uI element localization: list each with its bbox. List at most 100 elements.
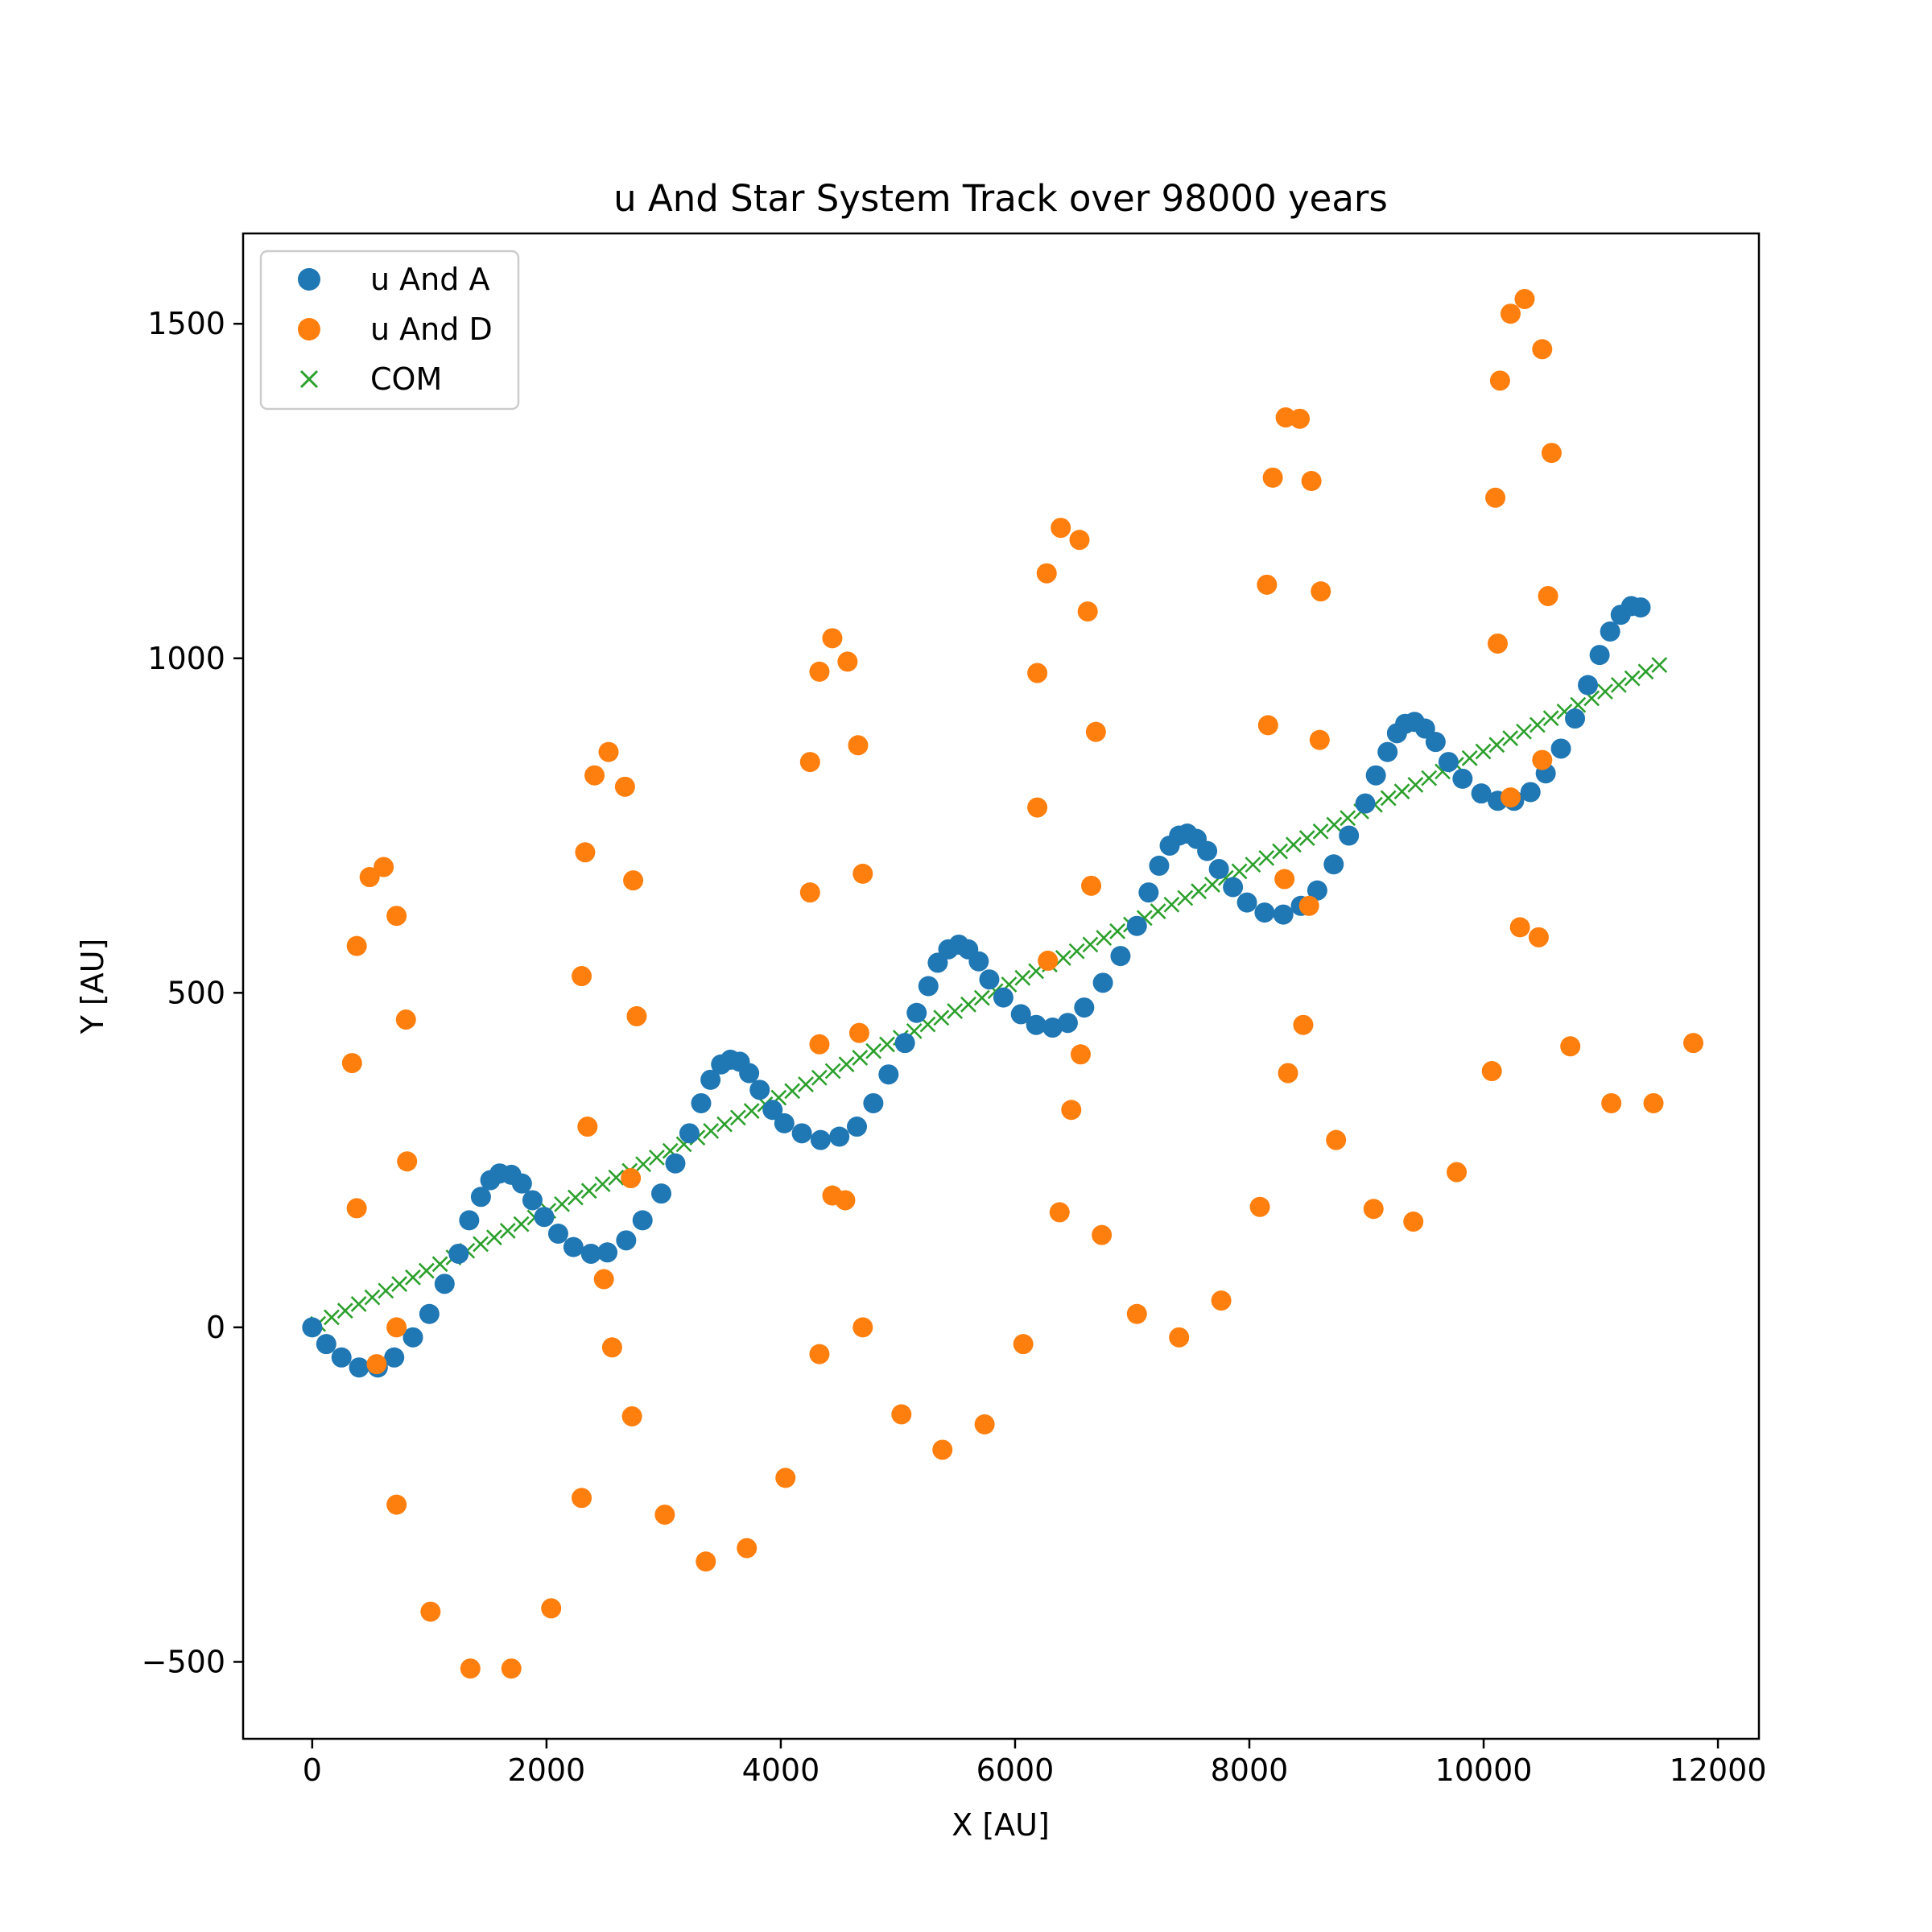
- com-point: [743, 1103, 760, 1120]
- com-point-stroke: [1096, 930, 1113, 947]
- u-and-a-point: [1092, 972, 1113, 993]
- com-point: [798, 1076, 814, 1092]
- com-point-stroke: [1245, 857, 1261, 873]
- u-and-d-point: [541, 1598, 562, 1619]
- com-point: [580, 1183, 597, 1199]
- com-point-stroke: [1556, 704, 1573, 720]
- u-and-d-point: [1027, 663, 1048, 683]
- u-and-d-point: [1036, 563, 1057, 584]
- com-point: [1542, 710, 1559, 727]
- u-and-a-point: [1126, 915, 1147, 936]
- u-and-d-point: [1487, 633, 1508, 654]
- com-point: [1461, 749, 1478, 766]
- u-and-d-point: [1509, 917, 1530, 938]
- com-series: [310, 657, 1668, 1332]
- com-point-stroke: [378, 1282, 394, 1299]
- com-point: [1326, 816, 1343, 833]
- com-point-stroke: [431, 1256, 448, 1273]
- com-point-stroke: [499, 1223, 516, 1239]
- com-point-stroke: [1488, 737, 1505, 753]
- u-and-d-point: [1532, 749, 1553, 770]
- com-point: [1068, 943, 1085, 960]
- u-and-d-point: [1514, 288, 1535, 309]
- com-point-stroke: [1231, 863, 1248, 880]
- u-and-a-point: [1273, 904, 1294, 925]
- com-point-stroke: [703, 1122, 720, 1139]
- u-and-d-point: [1027, 797, 1048, 818]
- u-and-d-point: [848, 1022, 869, 1043]
- y-tick-label: 1000: [147, 641, 225, 676]
- u-and-d-point: [1061, 1100, 1082, 1121]
- u-and-a-point: [739, 1063, 760, 1084]
- u-and-d-point: [359, 867, 380, 888]
- u-and-a-point: [302, 1317, 323, 1338]
- u-and-a-point: [762, 1100, 783, 1121]
- com-point-stroke: [729, 1109, 746, 1126]
- com-point: [391, 1276, 408, 1293]
- u-and-d-point: [799, 882, 820, 903]
- u-and-a-point: [847, 1117, 868, 1137]
- com-point: [1014, 969, 1031, 986]
- com-point: [648, 1150, 665, 1166]
- u-and-d-point: [346, 1198, 367, 1219]
- com-point: [1502, 730, 1519, 746]
- com-point: [1272, 843, 1288, 860]
- com-point-stroke: [486, 1229, 502, 1246]
- u-and-d-point: [593, 1269, 614, 1290]
- u-and-d-point: [395, 1009, 416, 1030]
- u-and-d-point: [1501, 787, 1521, 808]
- u-and-d-point: [1293, 1014, 1314, 1035]
- com-point: [1488, 737, 1505, 753]
- u-and-d-point: [809, 1034, 830, 1055]
- u-and-d-point: [1485, 487, 1506, 508]
- legend-marker-com: [299, 369, 319, 389]
- u-and-d-point: [1092, 1224, 1113, 1245]
- u-and-d-point: [1069, 530, 1090, 551]
- u-and-d-point: [386, 1317, 407, 1338]
- com-point: [418, 1262, 435, 1279]
- x-axis-label: X [AU]: [952, 1807, 1050, 1843]
- x-tick-label: 6000: [976, 1752, 1055, 1788]
- u-and-d-point: [1541, 443, 1562, 464]
- u-and-a-point: [968, 951, 989, 972]
- com-point: [1096, 930, 1113, 947]
- com-point-stroke: [1285, 836, 1302, 853]
- u-and-d-point: [601, 1337, 622, 1358]
- com-point: [324, 1309, 340, 1326]
- com-point-stroke: [1109, 923, 1126, 939]
- com-point-stroke: [1610, 676, 1627, 693]
- u-and-d-point: [1683, 1033, 1704, 1054]
- com-point-stroke: [350, 1295, 367, 1312]
- u-and-a-point: [349, 1357, 369, 1378]
- com-point: [1055, 949, 1071, 966]
- com-point: [1610, 676, 1627, 693]
- u-and-a-point: [563, 1236, 584, 1257]
- u-and-d-point: [1298, 895, 1319, 916]
- com-point-stroke: [960, 996, 976, 1013]
- legend-label-u-and-a: u And A: [370, 262, 489, 297]
- u-and-d-point: [1601, 1092, 1622, 1113]
- com-point-stroke: [1529, 716, 1546, 733]
- u-and-a-point: [993, 987, 1013, 1008]
- com-point-stroke: [594, 1176, 611, 1192]
- com-point: [594, 1176, 611, 1192]
- com-point-stroke: [838, 1056, 855, 1073]
- com-point-stroke: [635, 1156, 651, 1173]
- com-point: [1407, 776, 1424, 793]
- u-and-a-point: [1589, 645, 1610, 666]
- u-and-d-point: [386, 906, 407, 927]
- u-and-d-point: [837, 651, 858, 672]
- com-point-stroke: [336, 1302, 353, 1319]
- u-and-d-point: [1643, 1092, 1664, 1113]
- u-and-d-point: [1051, 518, 1071, 539]
- legend-label-com: COM: [370, 361, 442, 397]
- com-point: [811, 1069, 828, 1086]
- u-and-a-point: [1010, 1004, 1031, 1025]
- u-and-a-point: [384, 1347, 405, 1368]
- u-and-d-point: [1211, 1290, 1232, 1311]
- com-point-stroke: [1475, 743, 1492, 760]
- u-and-d-point: [809, 1344, 830, 1364]
- u-and-d-point: [374, 857, 394, 877]
- com-point: [1150, 903, 1166, 919]
- plot-frame: [242, 232, 1761, 1740]
